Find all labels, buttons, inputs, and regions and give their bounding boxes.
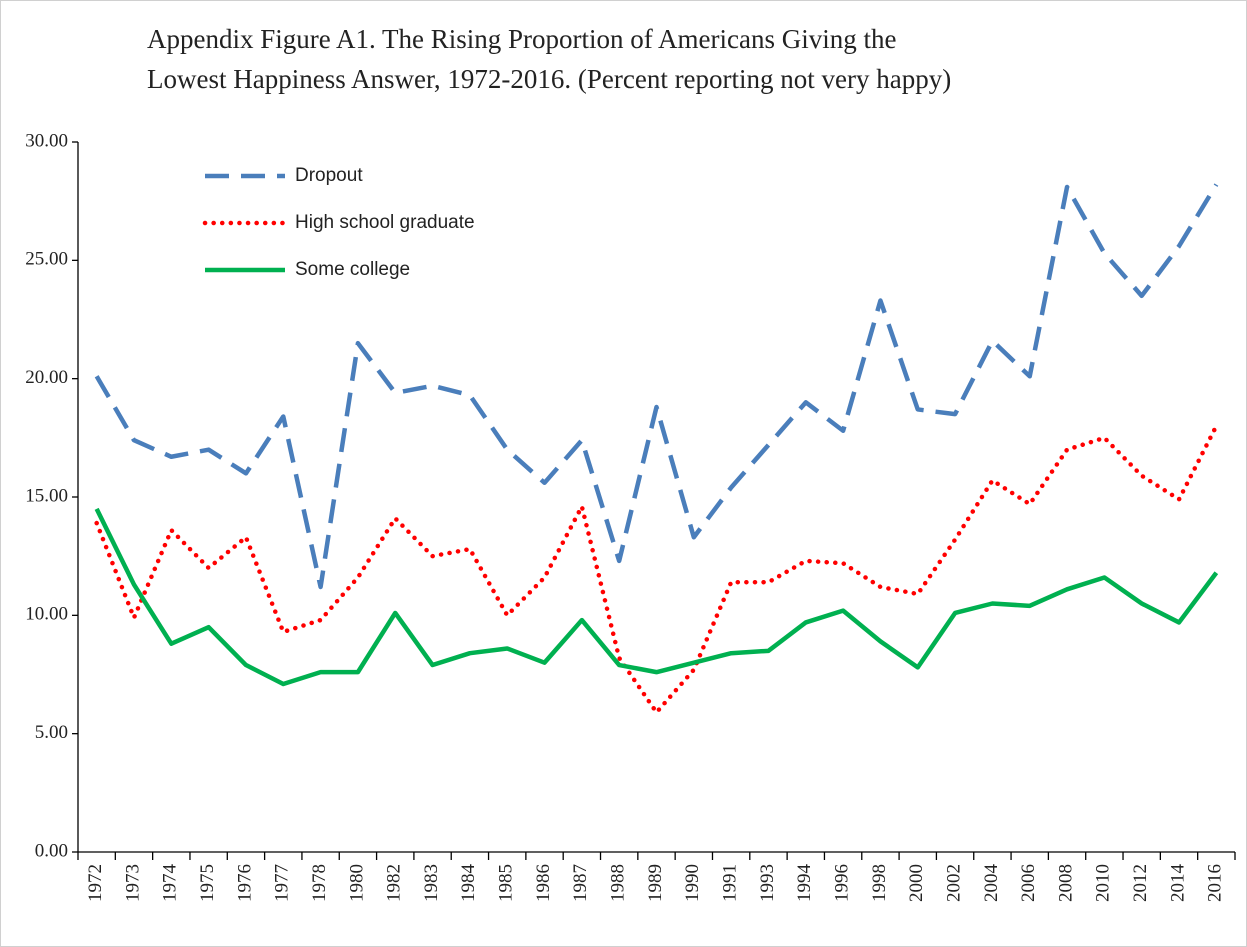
x-tick-label: 1977	[272, 864, 293, 902]
y-tick-label: 0.00	[35, 840, 68, 861]
legend-label: Some college	[295, 259, 410, 280]
x-tick-label: 1976	[234, 864, 255, 902]
x-tick-label: 1994	[794, 864, 815, 903]
x-tick-label: 1989	[645, 864, 666, 902]
chart-title: Appendix Figure A1. The Rising Proportio…	[147, 24, 896, 54]
x-tick-label: 2000	[906, 864, 927, 902]
x-tick-label: 2006	[1018, 864, 1039, 902]
x-tick-label: 1996	[831, 864, 852, 902]
legend-label: Dropout	[295, 165, 363, 186]
x-tick-label: 1974	[160, 864, 181, 903]
x-tick-label: 2008	[1055, 864, 1076, 902]
y-tick-label: 15.00	[25, 485, 68, 506]
series-line	[94, 507, 1219, 687]
x-tick-label: 1986	[533, 864, 554, 902]
chart-title: Lowest Happiness Answer, 1972-2016. (Per…	[147, 64, 951, 94]
x-tick-label: 2016	[1205, 864, 1226, 902]
x-tick-label: 2004	[981, 864, 1002, 903]
x-tick-label: 1972	[85, 864, 106, 902]
x-tick-label: 1990	[682, 864, 703, 902]
x-tick-label: 1982	[384, 864, 405, 902]
series-line	[94, 183, 1219, 590]
x-tick-label: 1987	[570, 864, 591, 902]
x-tick-label: 2002	[943, 864, 964, 902]
y-tick-label: 10.00	[25, 604, 68, 625]
y-tick-label: 5.00	[35, 722, 68, 743]
x-tick-label: 1975	[197, 864, 218, 902]
x-tick-label: 1973	[122, 864, 143, 902]
x-tick-label: 1980	[346, 864, 367, 902]
legend-label: High school graduate	[295, 212, 475, 233]
x-tick-label: 2014	[1167, 864, 1188, 903]
x-tick-label: 1985	[496, 864, 517, 902]
x-tick-label: 1993	[757, 864, 778, 902]
x-tick-label: 2012	[1130, 864, 1151, 902]
y-tick-label: 20.00	[25, 367, 68, 388]
x-tick-label: 1984	[458, 864, 479, 903]
x-tick-label: 1991	[720, 864, 741, 902]
y-tick-label: 30.00	[25, 130, 68, 151]
x-tick-label: 1983	[421, 864, 442, 902]
x-tick-label: 1998	[869, 864, 890, 902]
x-tick-label: 1978	[309, 864, 330, 902]
x-tick-label: 2010	[1093, 864, 1114, 902]
y-tick-label: 25.00	[25, 249, 68, 270]
x-tick-label: 1988	[608, 864, 629, 902]
